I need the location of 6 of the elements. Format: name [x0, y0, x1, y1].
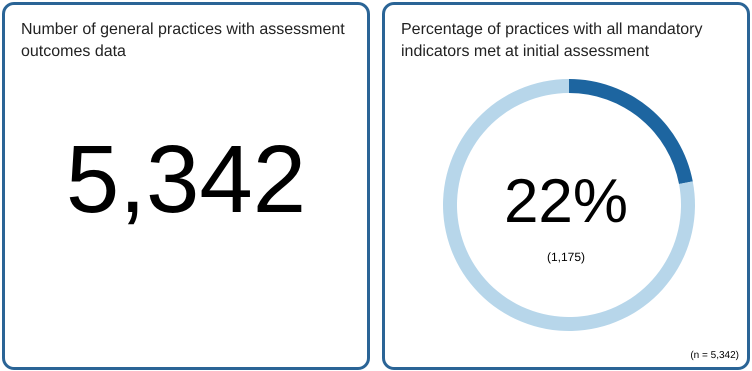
text: 5,342 [64, 125, 308, 235]
text: (n = 5,342) [690, 349, 739, 363]
text: Number of general practices with assessment outcomes data [21, 20, 346, 62]
text: (1,175) [546, 249, 586, 265]
chart-title: Percentage of practices with all mandatory indicators met at initial assessment [401, 20, 704, 62]
text: 22% [502, 167, 630, 237]
